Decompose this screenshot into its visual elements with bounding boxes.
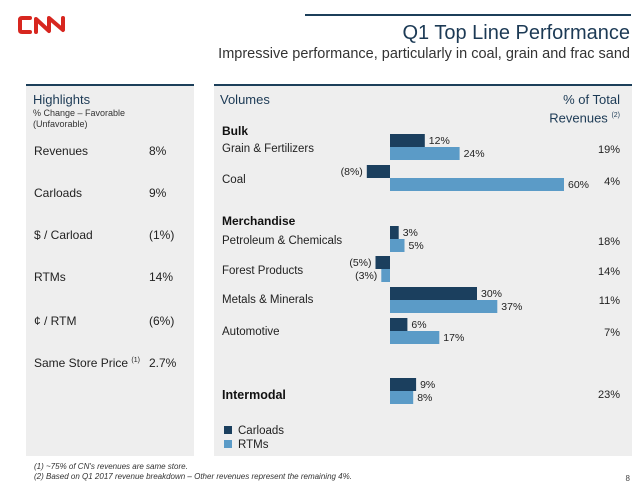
footnote-ref: (2) — [611, 112, 620, 119]
bar-rtms — [390, 300, 498, 313]
data-label-carloads: 3% — [403, 227, 418, 239]
data-label-carloads: 30% — [481, 288, 502, 300]
highlights-title: Highlights — [33, 92, 91, 107]
highlight-label: Revenues — [34, 144, 89, 158]
bar-rtms — [381, 269, 390, 282]
revenue-share-title-line1: % of Total — [563, 92, 620, 107]
bar-rtms — [390, 331, 440, 344]
data-label-rtms: 17% — [443, 332, 464, 344]
footnote-ref: (1) — [131, 357, 140, 364]
data-label-carloads: (5%) — [349, 257, 371, 269]
bar-rtms — [390, 178, 564, 191]
cn-logo — [18, 16, 65, 34]
data-label-carloads: 6% — [411, 319, 426, 331]
legend-rtms: RTMs — [224, 439, 268, 451]
category-label: Metals & Minerals — [222, 294, 314, 306]
bar-carloads — [390, 378, 417, 391]
revenue-share-value: 19% — [597, 144, 620, 156]
page-number: 8 — [625, 474, 630, 483]
bar-rtms — [390, 239, 405, 252]
bar-carloads — [390, 226, 399, 239]
category-label: Automotive — [222, 326, 280, 338]
bar-carloads — [390, 287, 477, 300]
data-label-carloads: (8%) — [341, 166, 363, 178]
bar-rtms — [390, 391, 414, 404]
data-label-rtms: (3%) — [355, 270, 377, 282]
bar-rtms — [390, 147, 460, 160]
highlight-value: 2.7% — [149, 356, 177, 370]
data-label-rtms: 8% — [417, 392, 432, 404]
revenue-share-value: 11% — [598, 295, 620, 307]
highlight-label: RTMs — [34, 270, 66, 284]
highlight-value: 9% — [149, 186, 167, 200]
highlight-label: $ / Carload — [34, 228, 93, 242]
legend-label: Carloads — [238, 425, 285, 437]
revenue-share-title-line2: Revenues — [549, 110, 608, 126]
revenue-share-title: % of Total Revenues (2) — [549, 92, 620, 126]
revenue-share-value: 4% — [604, 176, 620, 188]
highlight-value: (1%) — [149, 228, 175, 242]
highlights-subtitle: % Change – Favorable (Unfavorable) — [33, 108, 126, 129]
page-subtitle: Impressive performance, particularly in … — [218, 46, 630, 62]
category-label: Grain & Fertilizers — [222, 143, 315, 155]
data-label-rtms: 24% — [464, 148, 485, 160]
category-label: Forest Products — [222, 265, 304, 277]
revenue-share-value: 7% — [604, 327, 620, 339]
highlight-value: (6%) — [149, 314, 175, 328]
data-label-rtms: 60% — [568, 179, 589, 191]
highlight-label: ¢ / RTM — [34, 314, 77, 328]
section-intermodal: Intermodal — [222, 388, 286, 402]
revenue-share-title-line2-wrap: Revenues (2) — [549, 108, 620, 126]
bar-carloads — [390, 134, 425, 147]
category-label: Coal — [222, 174, 246, 186]
volumes-panel: Volumes % of Total Revenues (2) Bulk Mer… — [214, 84, 632, 456]
volumes-bar-chart: 12% 24% (8%) 60% 3%5% (5%)(3%) 30%37% 6% 17% 9%8% — [341, 134, 589, 404]
legend-label: RTMs — [238, 439, 269, 451]
bar-carloads — [366, 165, 390, 178]
highlight-label-text: Same Store Price — [34, 356, 129, 370]
legend-carloads: Carloads — [224, 425, 284, 437]
header-rule — [305, 14, 631, 16]
data-label-carloads: 9% — [420, 379, 435, 391]
data-label-rtms: 37% — [501, 301, 522, 313]
legend-swatch-carloads — [224, 426, 232, 434]
bar-carloads — [375, 256, 390, 269]
revenue-share-value: 18% — [597, 236, 620, 248]
category-label: Petroleum & Chemicals — [222, 235, 343, 247]
data-label-rtms: 5% — [409, 240, 424, 252]
volumes-title: Volumes — [220, 92, 270, 107]
highlights-panel: Highlights % Change – Favorable (Unfavor… — [26, 84, 194, 456]
highlight-value: 8% — [149, 144, 167, 158]
footnote-1: (1) ~75% of CN's revenues are same store… — [34, 462, 188, 471]
page-title: Q1 Top Line Performance — [402, 22, 630, 44]
footnote-2: (2) Based on Q1 2017 revenue breakdown –… — [34, 472, 352, 481]
highlight-label: Same Store Price (1) — [34, 356, 140, 370]
section-merchandise: Merchandise — [222, 214, 296, 228]
section-bulk: Bulk — [222, 124, 249, 138]
highlight-label: Carloads — [34, 186, 83, 200]
bar-carloads — [390, 318, 408, 331]
highlight-value: 14% — [149, 270, 174, 284]
data-label-carloads: 12% — [429, 135, 450, 147]
revenue-share-value: 23% — [597, 389, 620, 401]
revenue-share-value: 14% — [597, 266, 620, 278]
legend-swatch-rtms — [224, 440, 232, 448]
